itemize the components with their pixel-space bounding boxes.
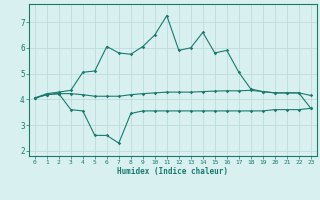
X-axis label: Humidex (Indice chaleur): Humidex (Indice chaleur) xyxy=(117,167,228,176)
